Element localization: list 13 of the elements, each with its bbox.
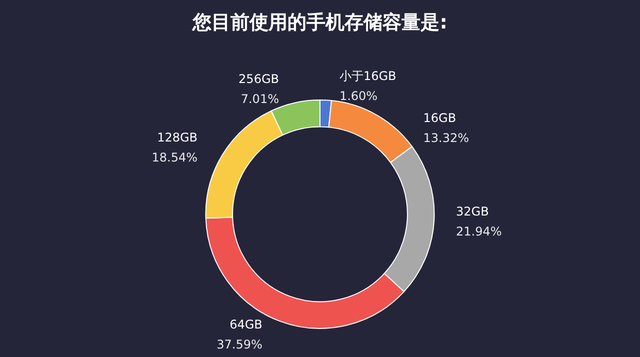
- data-label: 18.54%: [152, 150, 198, 164]
- chart-title: 您目前使用的手机存储容量是:: [192, 12, 448, 34]
- slice-label: 64GB: [230, 317, 262, 332]
- data-label: 13.32%: [423, 131, 470, 146]
- data-label: 1.60%: [339, 89, 378, 104]
- data-label: 21.94%: [456, 224, 502, 238]
- slice-label: 小于16GB: [339, 69, 396, 84]
- slice-label: 128GB: [157, 130, 198, 144]
- slice-label: 256GB: [238, 72, 279, 86]
- slice-label: 16GB: [423, 111, 456, 126]
- data-label: 37.59%: [216, 337, 262, 352]
- data-label: 7.01%: [240, 92, 279, 106]
- slice-label: 32GB: [456, 204, 489, 218]
